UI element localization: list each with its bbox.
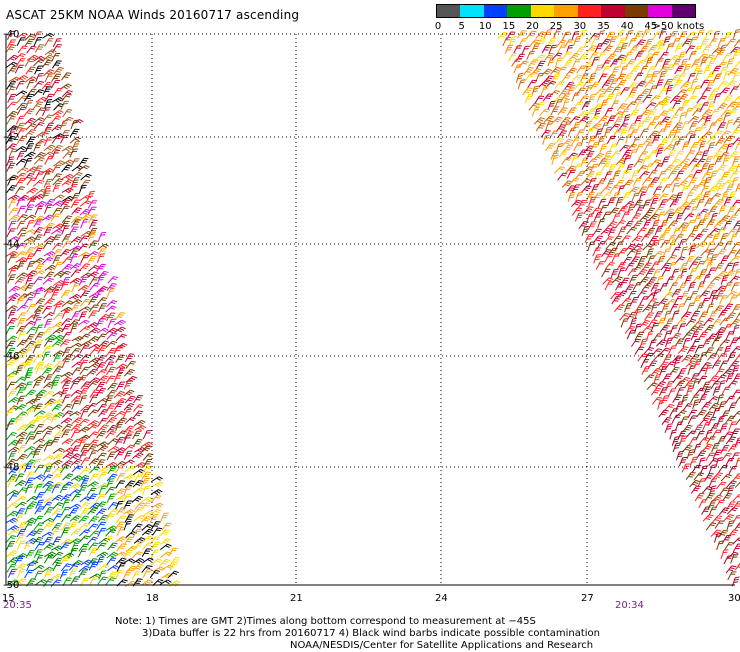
pass-time-right: 20:34 bbox=[615, 600, 644, 611]
lat-label: -42 bbox=[3, 132, 19, 143]
lat-label: -50 bbox=[3, 580, 19, 591]
lon-label: 18 bbox=[146, 593, 159, 604]
lat-label: -40 bbox=[3, 29, 19, 40]
lat-label: -48 bbox=[3, 462, 19, 473]
lon-label: 27 bbox=[581, 593, 594, 604]
note-line-1: Note: 1) Times are GMT 2)Times along bot… bbox=[115, 616, 536, 628]
pass-time-left: 20:35 bbox=[3, 600, 32, 611]
lon-label: 21 bbox=[290, 593, 303, 604]
lon-label: 24 bbox=[435, 593, 448, 604]
lat-label: -44 bbox=[3, 239, 19, 250]
lat-label: -46 bbox=[3, 351, 19, 362]
note-line-2: 3)Data buffer is 22 hrs from 20160717 4)… bbox=[142, 628, 600, 640]
note-line-3: NOAA/NESDIS/Center for Satellite Applica… bbox=[290, 640, 593, 652]
wind-swaths bbox=[6, 28, 740, 590]
lon-label: 30 bbox=[728, 593, 740, 604]
